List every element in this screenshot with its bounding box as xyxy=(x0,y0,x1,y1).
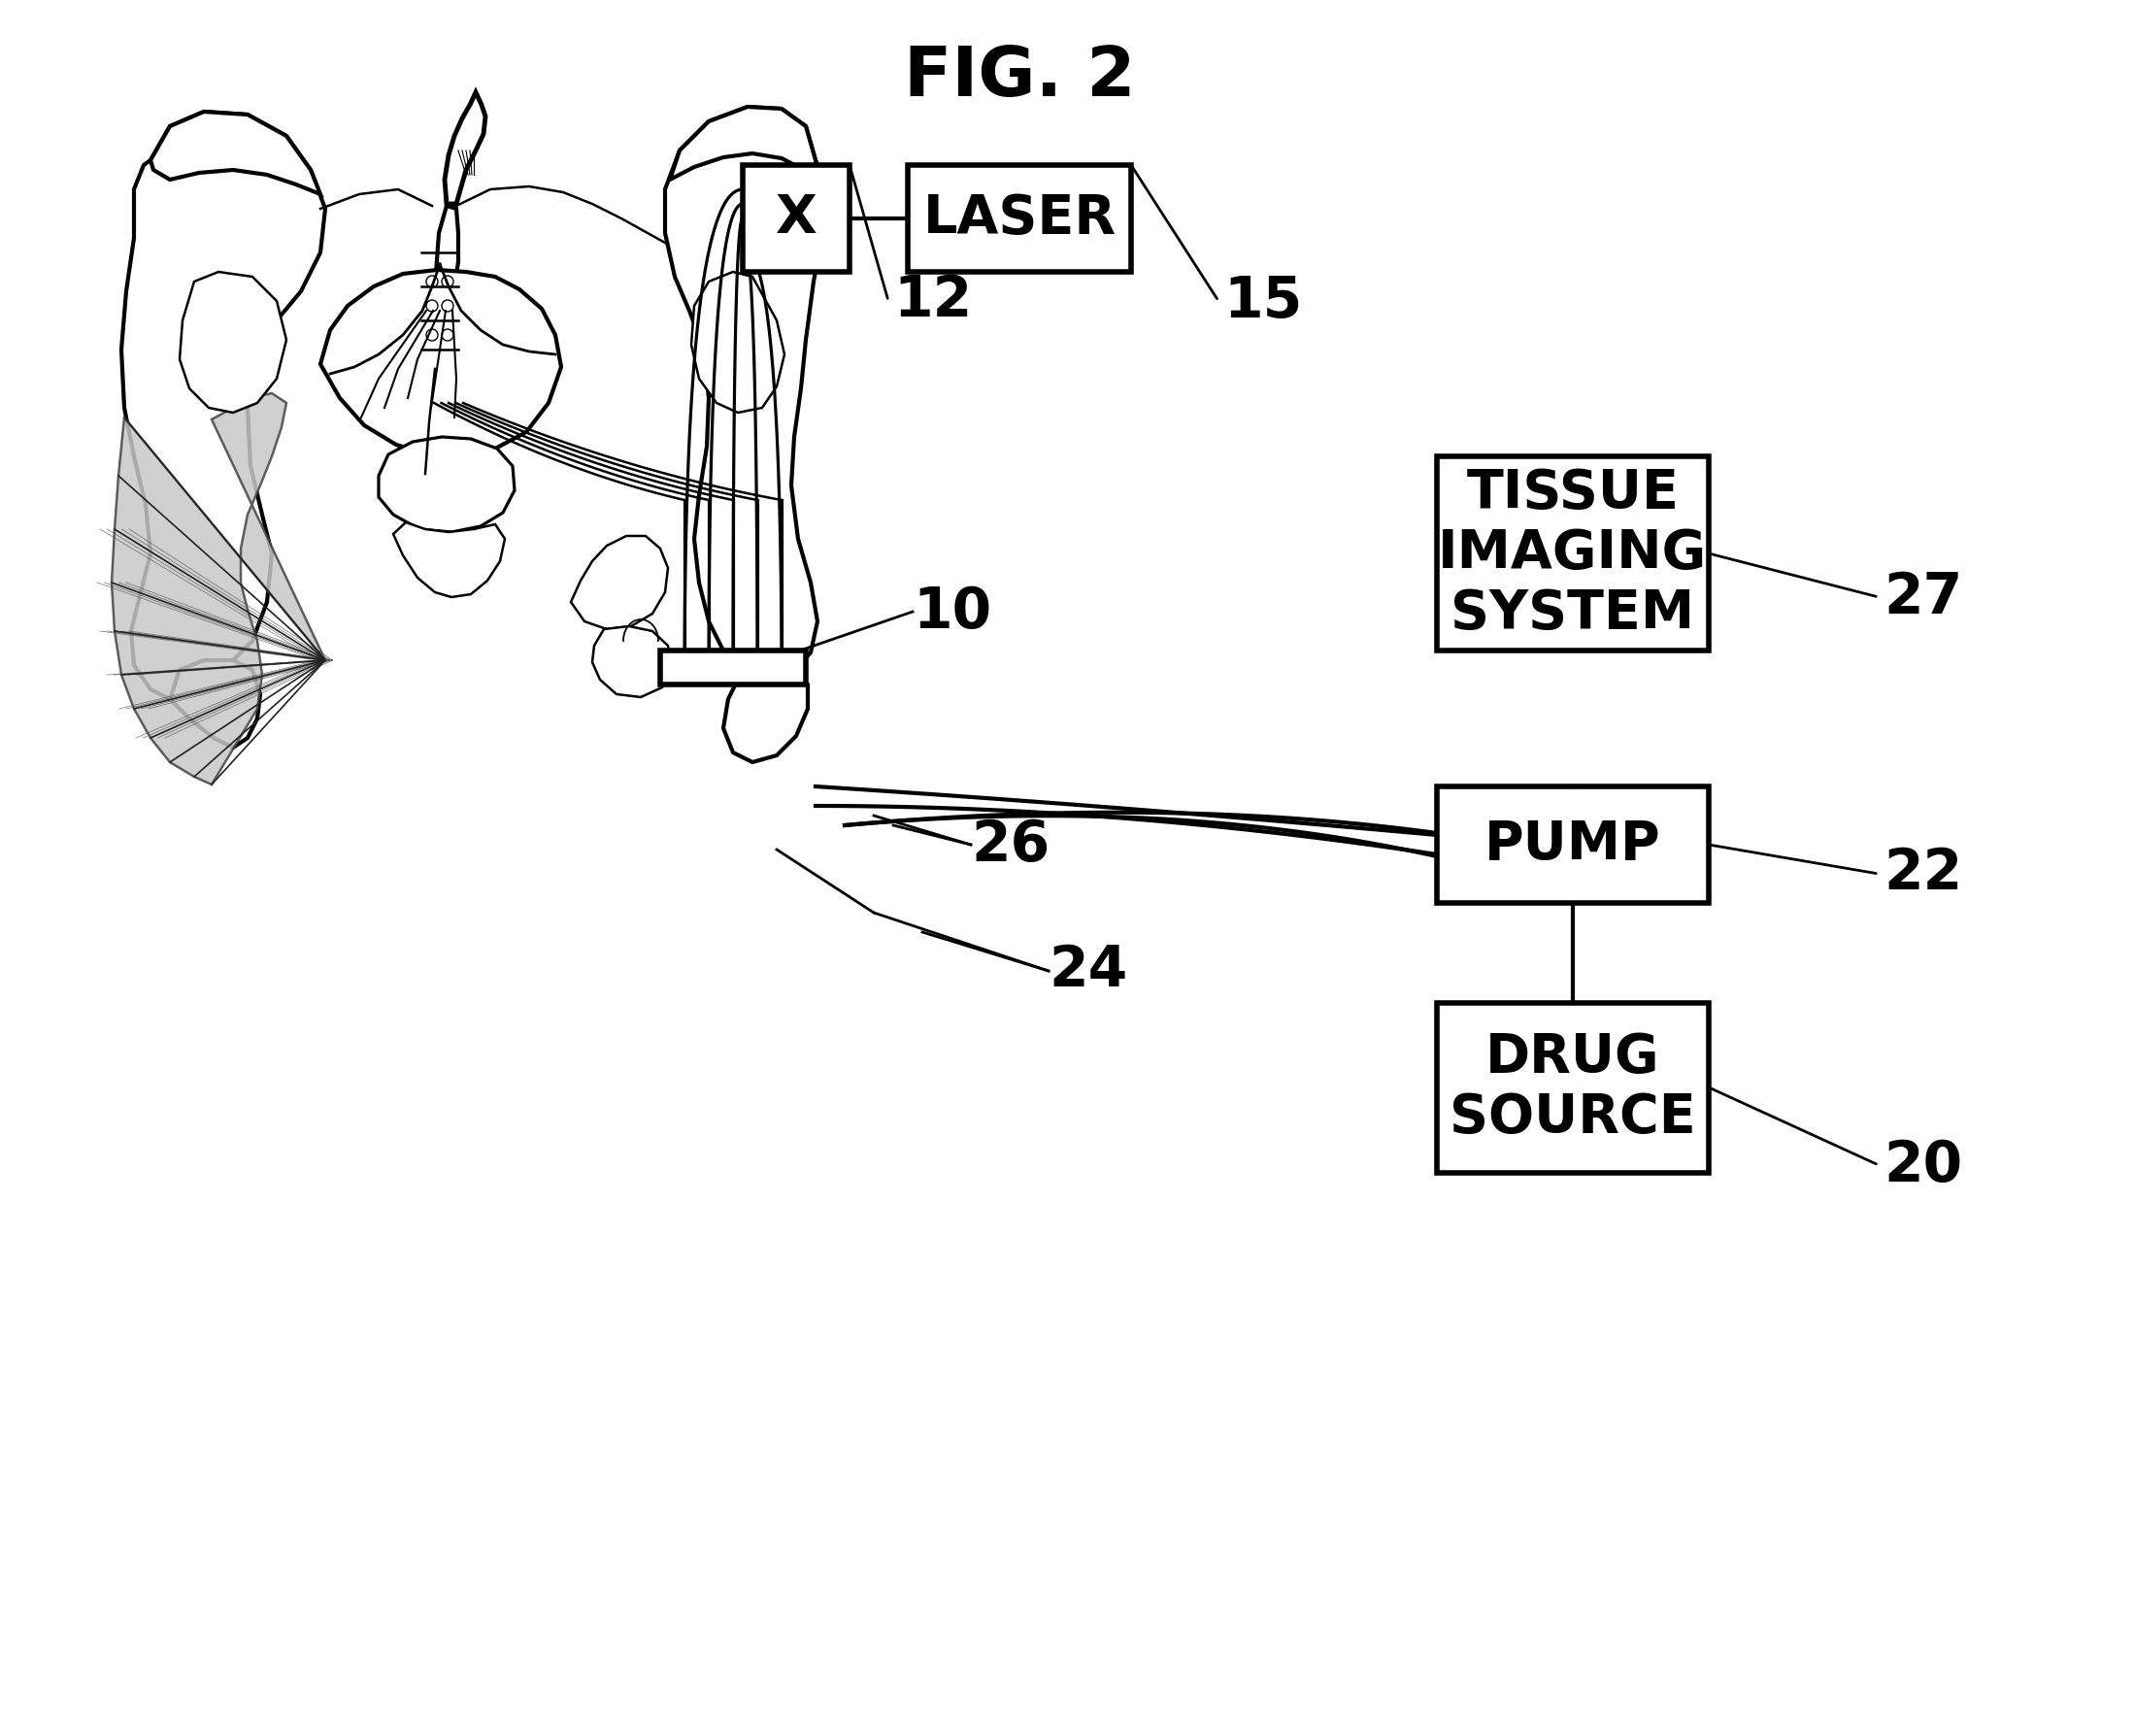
Text: PUMP: PUMP xyxy=(1485,818,1660,871)
Bar xyxy=(1436,457,1709,651)
Polygon shape xyxy=(666,108,826,679)
Text: 27: 27 xyxy=(1884,569,1963,625)
Polygon shape xyxy=(691,273,785,413)
Bar xyxy=(659,651,807,684)
Polygon shape xyxy=(171,660,260,748)
Polygon shape xyxy=(320,269,561,457)
Polygon shape xyxy=(393,523,506,597)
Text: FIG. 2: FIG. 2 xyxy=(903,43,1135,111)
Text: 15: 15 xyxy=(1223,273,1302,328)
Text: DRUG
SOURCE: DRUG SOURCE xyxy=(1449,1031,1697,1144)
Bar xyxy=(907,165,1131,273)
Text: 20: 20 xyxy=(1884,1137,1963,1193)
Polygon shape xyxy=(444,92,484,203)
Text: TISSUE
IMAGING
SYSTEM: TISSUE IMAGING SYSTEM xyxy=(1438,467,1707,641)
Polygon shape xyxy=(572,536,668,628)
Bar xyxy=(1436,786,1709,903)
Text: X: X xyxy=(775,193,817,245)
Text: 10: 10 xyxy=(913,583,992,639)
Polygon shape xyxy=(179,273,286,413)
Polygon shape xyxy=(122,111,324,700)
Polygon shape xyxy=(412,207,459,365)
Polygon shape xyxy=(152,111,320,194)
Text: 22: 22 xyxy=(1884,845,1963,901)
Bar xyxy=(743,165,849,273)
Polygon shape xyxy=(723,665,809,762)
Polygon shape xyxy=(593,627,672,698)
Polygon shape xyxy=(378,437,514,531)
Text: 24: 24 xyxy=(1048,943,1127,998)
Text: 26: 26 xyxy=(971,818,1050,873)
Polygon shape xyxy=(111,394,324,785)
Bar xyxy=(1436,1002,1709,1172)
Polygon shape xyxy=(670,108,817,179)
Text: LASER: LASER xyxy=(922,193,1116,245)
Text: 12: 12 xyxy=(894,273,973,328)
